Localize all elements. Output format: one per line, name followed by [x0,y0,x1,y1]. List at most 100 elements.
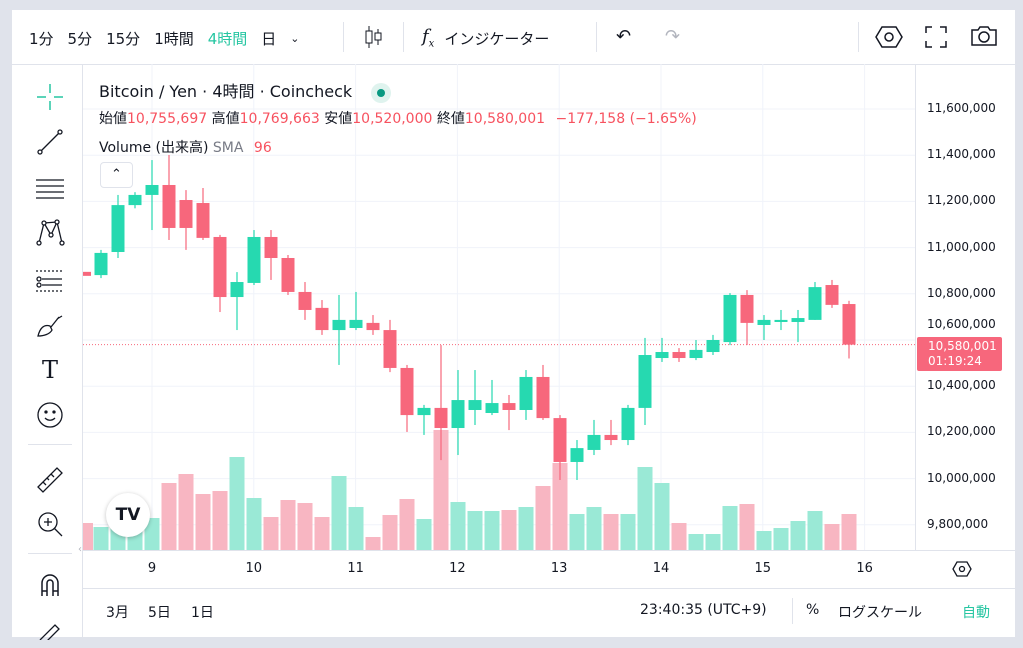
volume-bar [297,503,313,551]
candle-body [315,307,329,331]
candle-body [774,319,788,322]
timeframe-5m[interactable]: 5分 [67,29,93,48]
auto-scale-toggle[interactable]: 自動 [962,605,990,621]
timeframe-bar: 1分 5分 15分 1時間 4時間 日 ⌄ [22,18,307,58]
price-tick-label: 10,800,000 [927,285,996,300]
candle-body [417,407,431,416]
candle-body [791,318,805,322]
legend-title-row: Bitcoin / Yen · 4時間 · Coincheck [99,78,392,103]
crosshair-icon[interactable] [28,79,72,115]
volume-bar [518,507,534,551]
clock[interactable]: 23:40:35 (UTC+9) [640,602,767,618]
time-axis-border [83,550,1015,551]
emoji-icon[interactable] [28,397,72,433]
candle-type-icon[interactable] [362,24,384,54]
scroll-left-icon[interactable]: ‹ [78,544,82,555]
percent-toggle[interactable]: % [806,602,820,618]
candle-body [638,355,652,408]
candle-body [434,407,448,429]
volume-bar [161,483,177,551]
low-value: 10,520,000 [352,111,433,127]
candle-body [468,400,482,410]
candle-body [264,236,278,258]
volume-bar [705,534,721,551]
price-tick-label: 10,400,000 [927,378,996,393]
volume-bar [263,517,279,551]
divider [792,598,793,624]
settings-icon[interactable] [875,24,903,54]
fib-retracement-icon[interactable] [28,169,72,205]
range-5d[interactable]: 5日 [148,605,171,621]
volume-bar [314,517,330,551]
candle-body [842,304,856,345]
volume-bar [348,507,364,551]
zoom-in-icon[interactable] [28,506,72,542]
volume-bar [637,467,653,551]
lock-drawing-icon[interactable] [28,612,72,648]
magnet-icon[interactable] [28,567,72,603]
ruler-icon[interactable] [28,462,72,498]
bar-countdown: 01:19:24 [928,354,982,368]
volume-bar [433,430,449,551]
market-status-icon [371,82,392,103]
fullscreen-icon[interactable] [925,26,947,52]
divider [82,64,83,637]
candle-body [179,200,193,228]
volume-bar [739,504,755,551]
sma-value: 96 [253,140,272,156]
price-tick-label: 11,200,000 [927,193,996,208]
volume-bar [790,521,806,551]
candle-body [111,205,125,252]
camera-icon[interactable] [970,24,998,52]
collapse-legend-button[interactable]: ⌃ [100,162,133,188]
candle-body [740,294,754,323]
timeframe-4h[interactable]: 4時間 [207,29,248,48]
ohlc-row: 始値10,755,697 高値10,769,663 安値10,520,000 終… [99,108,697,128]
chevron-down-icon[interactable]: ⌄ [290,31,300,45]
volume-bar [773,528,789,551]
redo-icon[interactable]: ↷ [665,26,681,47]
range-1d[interactable]: 1日 [191,605,214,621]
timeframe-1d[interactable]: 日 [261,29,277,48]
range-3m[interactable]: 3月 [106,605,129,621]
pattern-icon[interactable] [28,214,72,250]
forecast-icon[interactable] [28,262,72,298]
undo-icon[interactable]: ↶ [616,26,632,47]
candle-body [655,352,669,359]
divider [83,588,1015,589]
symbol-title: Bitcoin / Yen · 4時間 · Coincheck [99,82,353,101]
candle-body [621,407,635,441]
candle-body [128,194,142,206]
current-price: 10,580,001 [928,339,997,353]
candle-body [723,294,737,343]
candle-body [332,319,346,331]
candle-body [247,236,261,283]
timeframe-1h[interactable]: 1時間 [154,29,194,48]
time-tick-label: 10 [245,561,263,576]
axis-settings-icon[interactable] [952,560,972,582]
price-tick-label: 11,400,000 [927,147,996,162]
candle-body [519,376,533,410]
volume-bar [212,491,228,551]
price-tick-label: 9,800,000 [927,516,989,531]
price-axis-border [915,64,916,550]
trend-line-icon[interactable] [28,124,72,160]
tradingview-logo[interactable]: TV [106,493,150,537]
timeframe-1m[interactable]: 1分 [29,29,54,48]
text-icon[interactable]: T [41,356,58,384]
log-scale-toggle[interactable]: ログスケール [838,605,922,621]
time-tick-label: 13 [550,561,568,576]
volume-bar [467,511,483,551]
volume-bar [484,511,500,551]
open-value: 10,755,697 [127,111,208,127]
candle-body [604,434,618,441]
timeframe-15m[interactable]: 15分 [106,29,141,48]
volume-bar [501,510,517,551]
volume-bar [93,527,109,551]
volume-label: Volume (出来高) [99,140,209,156]
indicators-button[interactable]: fx インジケーター [422,18,549,58]
volume-bar [603,514,619,551]
brush-icon[interactable] [28,307,72,343]
volume-bar [654,483,670,551]
